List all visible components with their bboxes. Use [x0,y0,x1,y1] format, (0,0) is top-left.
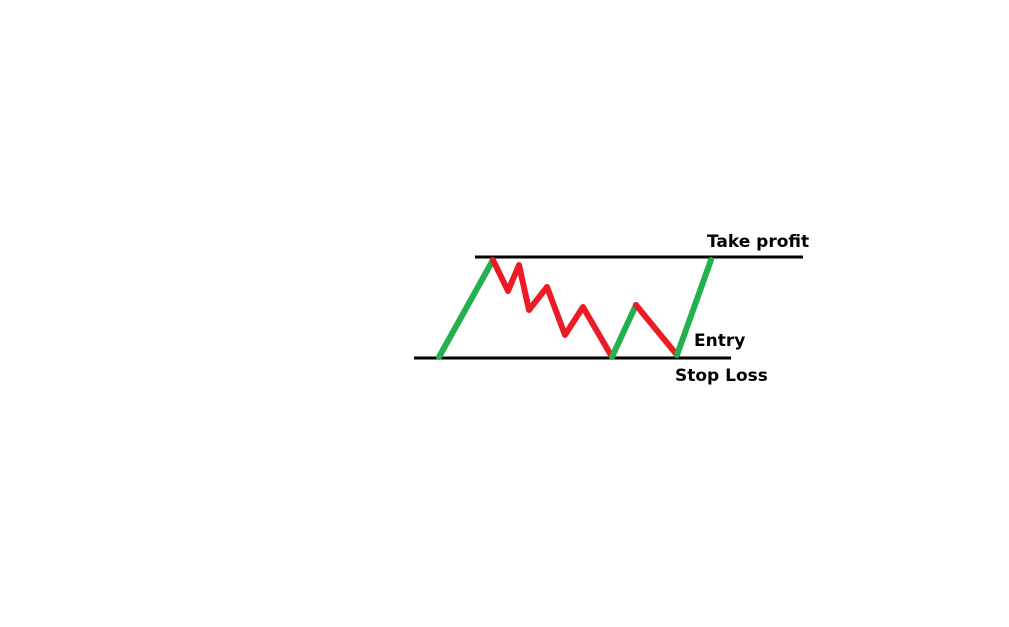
stop-loss-label: Stop Loss [675,366,768,386]
entry-label: Entry [694,331,746,351]
take-profit-label: Take profit [707,232,810,252]
up-move-bounce [609,302,639,360]
up-move-final [674,257,714,358]
up-move-initial [436,257,496,360]
down-move-retest [633,302,680,358]
down-move-zigzag [490,257,615,360]
